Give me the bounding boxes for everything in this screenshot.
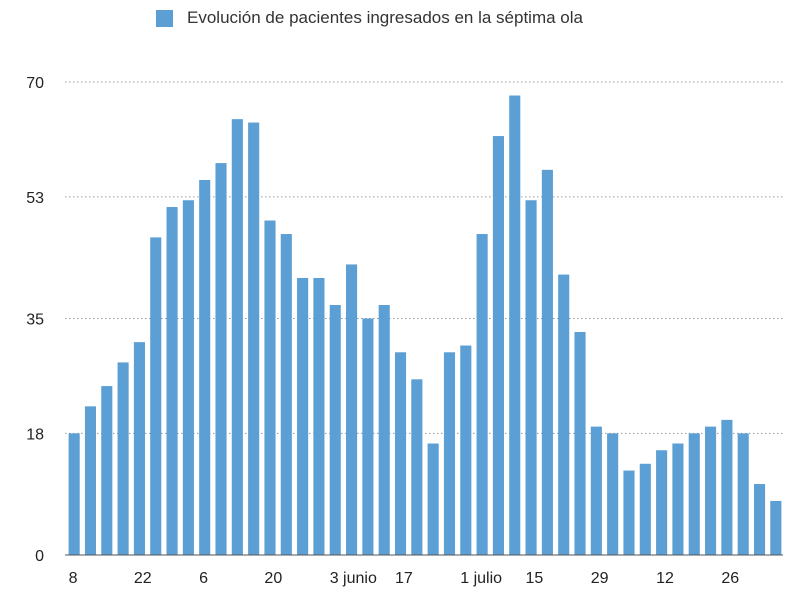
legend-swatch: [156, 9, 173, 27]
x-tick-label: 12: [656, 570, 674, 587]
bar: [411, 379, 423, 555]
x-tick-label: 22: [134, 570, 152, 587]
bar: [297, 277, 309, 555]
bars: [68, 95, 782, 556]
bar: [639, 463, 651, 555]
bar: [362, 318, 374, 555]
bar: [688, 433, 700, 555]
bar: [248, 122, 260, 555]
bar: [182, 200, 194, 555]
bar: [68, 433, 80, 555]
bar: [770, 500, 782, 555]
bar: [280, 234, 292, 556]
bar: [231, 119, 243, 555]
x-axis: 8 22 6 20 3 junio 17 1 julio 15 29 12 26: [69, 570, 740, 587]
bar: [558, 274, 570, 555]
bar: [101, 386, 113, 555]
bar: [705, 426, 717, 555]
x-tick-label: 15: [526, 570, 544, 587]
bar: [460, 345, 472, 555]
bar: [623, 470, 635, 555]
bar: [199, 179, 211, 556]
x-tick-label: 1 julio: [460, 570, 502, 587]
bar: [117, 362, 129, 555]
bar: [264, 220, 276, 555]
bar: [541, 169, 553, 555]
legend: Evolución de pacientes ingresados en la …: [156, 8, 583, 28]
x-tick-label: 6: [199, 570, 208, 587]
bar: [150, 237, 162, 555]
bar: [394, 352, 407, 555]
bar: [313, 277, 325, 555]
bar: [590, 426, 602, 555]
bar: [133, 342, 145, 555]
bar: [215, 163, 227, 555]
y-tick-label: 53: [26, 190, 44, 207]
bar: [525, 200, 537, 555]
bar: [656, 450, 668, 555]
bar: [509, 95, 521, 555]
x-tick-label: 26: [721, 570, 739, 587]
x-tick-label: 20: [264, 570, 282, 587]
bar: [84, 406, 97, 555]
bar: [672, 443, 684, 555]
x-tick-label: 17: [395, 570, 413, 587]
y-axis: 0 18 35 53 70: [26, 75, 44, 565]
x-tick-label: 3 junio: [330, 570, 377, 587]
bar: [607, 433, 619, 555]
bar: [476, 234, 488, 556]
bar: [443, 352, 456, 555]
bar: [492, 136, 504, 555]
y-tick-label: 70: [26, 75, 44, 92]
bar: [737, 433, 749, 555]
bar: [329, 304, 341, 555]
bar: [574, 332, 586, 555]
y-tick-label: 35: [26, 312, 44, 329]
bar: [721, 419, 733, 555]
y-tick-label: 0: [35, 548, 44, 565]
x-tick-label: 29: [591, 570, 609, 587]
bar: [753, 484, 766, 555]
legend-label: Evolución de pacientes ingresados en la …: [187, 8, 583, 27]
bar: [378, 304, 390, 555]
x-tick-label: 8: [69, 570, 78, 587]
y-tick-label: 18: [26, 426, 44, 443]
bar: [427, 443, 439, 555]
bar: [166, 207, 178, 555]
bar: [346, 264, 358, 555]
